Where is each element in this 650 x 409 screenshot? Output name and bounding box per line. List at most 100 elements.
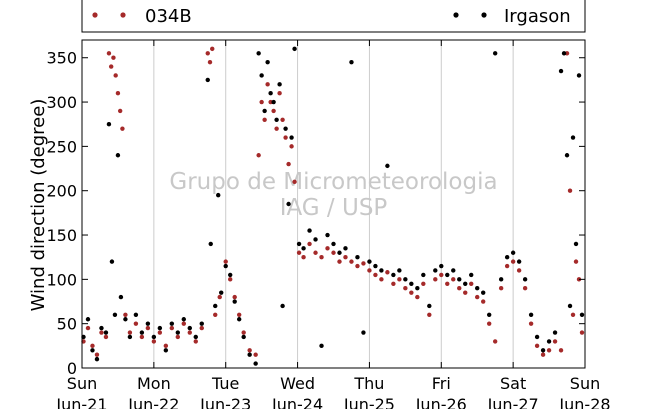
data-point <box>361 261 366 266</box>
y-tick-label: 50 <box>57 315 77 334</box>
data-point <box>486 312 492 318</box>
x-tick-date-label: Jun-26 <box>415 395 467 409</box>
data-point <box>379 268 384 273</box>
data-point <box>271 108 276 114</box>
x-tick-date-label: Jun-28 <box>558 395 610 409</box>
data-point <box>579 330 585 335</box>
data-point <box>307 228 312 233</box>
data-point <box>361 330 366 335</box>
data-point <box>193 339 198 344</box>
data-point <box>169 321 175 326</box>
data-point <box>181 321 186 326</box>
data-point <box>277 90 282 96</box>
data-point <box>415 294 420 300</box>
legend-label: 034B <box>145 6 192 27</box>
data-point <box>292 46 297 52</box>
data-point <box>108 64 114 69</box>
data-point <box>427 303 432 309</box>
data-point <box>445 272 450 278</box>
data-point <box>397 268 402 273</box>
data-point <box>271 99 276 105</box>
data-point <box>265 82 270 87</box>
data-points <box>81 46 585 366</box>
data-point <box>157 325 163 331</box>
data-point <box>139 334 145 340</box>
data-point <box>445 281 450 286</box>
data-point <box>481 299 486 304</box>
data-point <box>385 270 390 275</box>
data-point <box>481 290 486 295</box>
data-point <box>268 90 273 96</box>
data-point <box>292 179 297 185</box>
data-point <box>498 286 504 291</box>
x-tick-day-label: Mon <box>137 374 171 393</box>
data-point <box>90 343 95 349</box>
data-point <box>558 68 564 74</box>
data-point <box>94 356 100 362</box>
data-point <box>169 325 175 331</box>
data-point <box>280 303 285 309</box>
data-point <box>498 277 504 282</box>
data-point <box>286 161 291 167</box>
data-point <box>85 317 91 322</box>
data-point <box>205 51 210 56</box>
data-point <box>579 312 585 318</box>
data-point <box>163 343 169 349</box>
x-tick-day-label: Thu <box>353 374 384 393</box>
x-axis-ticks: Sun Jun-21 Mon Jun-22 Tue Jun-23 Wed Jun-24 Thu J… <box>55 40 611 409</box>
legend-label: Irgason <box>504 6 571 27</box>
data-point <box>112 312 118 318</box>
data-point <box>451 277 456 282</box>
data-point <box>367 259 372 264</box>
data-point <box>113 73 118 78</box>
data-point <box>573 259 579 264</box>
data-point <box>331 241 336 247</box>
data-point <box>367 268 372 273</box>
data-point <box>457 277 462 282</box>
data-point <box>208 241 213 247</box>
data-point <box>216 192 221 198</box>
data-point <box>106 51 112 56</box>
data-point <box>567 188 573 193</box>
data-point <box>337 250 342 255</box>
y-tick-label: 0 <box>67 359 77 378</box>
y-tick-label: 250 <box>46 137 77 156</box>
data-point <box>463 281 468 286</box>
vertical-gridlines <box>153 40 514 368</box>
data-point <box>313 237 318 242</box>
watermark-line-2: IAG / USP <box>280 195 388 221</box>
y-tick-label: 100 <box>46 270 77 289</box>
data-point <box>133 312 139 318</box>
data-point <box>253 352 258 357</box>
data-point <box>223 263 228 269</box>
legend: 034B Irgason <box>81 0 586 33</box>
data-point <box>90 348 95 353</box>
data-point <box>127 334 133 340</box>
data-point <box>427 312 432 318</box>
data-point <box>213 303 218 309</box>
data-point <box>558 348 564 353</box>
data-point <box>228 277 233 282</box>
x-tick-date-label: Jun-25 <box>343 395 395 409</box>
data-point <box>486 321 492 326</box>
y-axis-label: Wind direction (degree) <box>28 99 49 312</box>
data-point <box>319 343 324 349</box>
series-034b <box>81 46 585 357</box>
data-point <box>236 312 242 318</box>
data-point <box>296 250 302 255</box>
data-point <box>337 259 342 264</box>
data-point <box>516 268 522 273</box>
data-point <box>145 321 151 326</box>
data-point <box>94 352 100 357</box>
x-tick-day-label: Tue <box>211 374 239 393</box>
data-point <box>118 294 124 300</box>
data-point <box>504 263 510 269</box>
data-point <box>115 90 121 96</box>
data-point <box>379 277 384 282</box>
x-tick-day-label: Sat <box>500 374 526 393</box>
data-point <box>469 272 474 278</box>
data-point <box>187 325 192 331</box>
x-tick-day-label: Wed <box>280 374 315 393</box>
legend-marker <box>120 12 126 18</box>
